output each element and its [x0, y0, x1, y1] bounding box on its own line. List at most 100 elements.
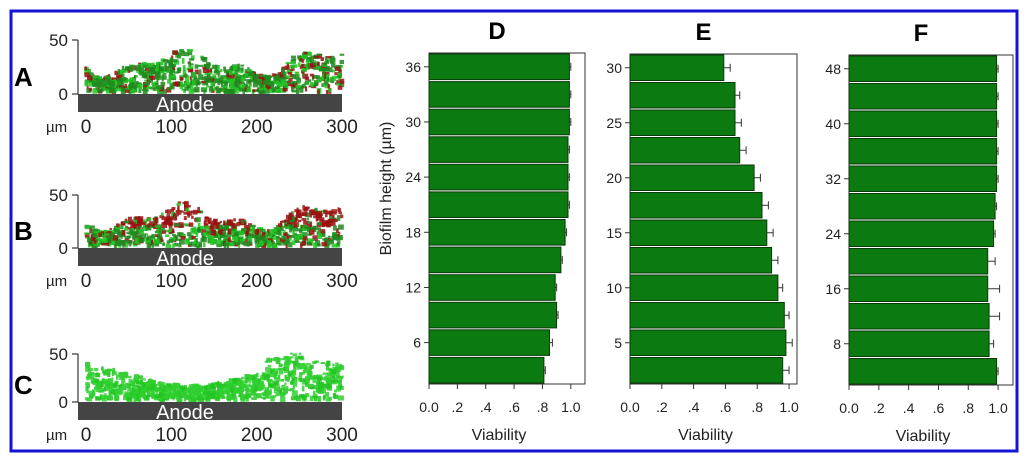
x-tick-label: 1.0 [988, 400, 1008, 416]
bar [428, 136, 569, 163]
x-tick-label: .6 [933, 400, 945, 416]
panel-a: A 50 0 Anode µm 0 100 200 300 [14, 31, 358, 138]
error-bar [784, 311, 790, 320]
y-tick-label: 0 [59, 239, 68, 258]
bar [848, 220, 995, 247]
bar [848, 55, 998, 82]
error-bar [739, 146, 747, 155]
anode-bar [78, 402, 342, 420]
y-tick-label: 15 [606, 225, 622, 241]
y-tick-label: 24 [825, 226, 841, 242]
error-bar [766, 228, 774, 237]
x-tick-label: 1.0 [561, 399, 581, 415]
x-tick-label: 100 [155, 271, 187, 292]
x-tick-label: 0.0 [620, 399, 640, 415]
error-bar [556, 311, 559, 320]
chart-title: F [914, 20, 929, 47]
error-bar [565, 228, 568, 237]
bar [428, 356, 545, 384]
x-tick-label: 200 [241, 271, 273, 292]
y-tick-label: 36 [405, 59, 421, 75]
bar [629, 54, 725, 81]
y-tick-label: 5 [614, 335, 622, 351]
chart-d: 6 12 18 24 30 36 0.0 .2 .4 .6 .8 1.0 Viability D Biofi… [378, 18, 586, 444]
bar [848, 275, 989, 302]
unit-label: µm [46, 273, 67, 290]
error-bar [734, 91, 741, 100]
error-bar [989, 312, 1001, 321]
error-bar [996, 174, 999, 183]
unit-label: µm [46, 119, 67, 136]
error-bar [567, 173, 570, 182]
bar [629, 109, 736, 136]
error-bar [723, 63, 731, 72]
bar [629, 357, 784, 384]
bar [629, 137, 741, 164]
plot-frame [848, 54, 1014, 386]
bar [848, 248, 989, 275]
error-bar [569, 62, 572, 71]
y-tick-label: 24 [405, 169, 421, 185]
y-tick-label: 16 [825, 281, 841, 297]
error-bar [777, 283, 784, 292]
error-bar [754, 173, 761, 182]
x-tick-label: 0.0 [839, 400, 859, 416]
bar [428, 219, 566, 246]
error-bar [987, 284, 1001, 293]
anode-bar [78, 94, 342, 112]
x-tick-label: 0.0 [419, 399, 439, 415]
y-tick-label: 12 [405, 279, 421, 295]
x-tick-label: .2 [873, 400, 885, 416]
y-tick-label: 30 [405, 114, 421, 130]
y-tick-label: 6 [413, 335, 421, 351]
x-tick-label: .4 [903, 400, 915, 416]
x-tick-label: 300 [326, 117, 358, 138]
error-bar [771, 256, 779, 265]
error-bar [569, 117, 572, 126]
bar [629, 302, 785, 329]
bar [428, 301, 558, 329]
chart-f: 8 16 24 32 40 48 0.0 .2 .4 .6 .8 1.0 Viability F [825, 20, 1014, 445]
biofilm-image [84, 201, 344, 250]
y-tick-label: 50 [49, 186, 68, 205]
error-bar [567, 145, 570, 154]
bar [428, 274, 556, 301]
plot-frame [629, 53, 798, 385]
panel-b: B 50 0 Anode µm 0 100 200 300 [14, 186, 358, 292]
bar [629, 82, 736, 109]
anode-label: Anode [156, 94, 214, 116]
x-tick-label: 200 [241, 425, 273, 446]
x-tick-label: .2 [656, 399, 668, 415]
bar [629, 164, 755, 191]
error-bar [993, 229, 996, 238]
biofilm-image [84, 352, 344, 404]
y-tick-label: 18 [405, 224, 421, 240]
panel-c: C 50 0 Anode µm 0 100 200 300 [14, 345, 358, 446]
y-tick-label: 50 [49, 31, 68, 50]
x-tick-label: 1.0 [779, 399, 799, 415]
bar [428, 53, 570, 81]
anode-bar [78, 248, 342, 266]
error-bar [762, 201, 769, 210]
error-bar [785, 338, 793, 347]
x-tick-label: .6 [720, 399, 732, 415]
y-tick-label: 10 [606, 280, 622, 296]
panel-letter: C [14, 370, 33, 400]
panel-letter: A [14, 62, 33, 92]
bar [848, 165, 998, 192]
bar [428, 329, 550, 356]
bar [428, 81, 570, 108]
y-tick-label: 25 [606, 115, 622, 131]
x-tick-label: .2 [452, 399, 464, 415]
y-tick-label: 0 [59, 393, 68, 412]
bar [848, 303, 990, 330]
error-bar [734, 118, 742, 127]
bar [848, 138, 998, 165]
bar [428, 191, 569, 218]
x-tick-label: .8 [962, 400, 974, 416]
chart-title: E [695, 19, 711, 46]
unit-label: µm [46, 427, 67, 444]
x-tick-label: .8 [537, 399, 549, 415]
y-tick-label: 30 [606, 60, 622, 76]
error-bar [996, 119, 999, 128]
